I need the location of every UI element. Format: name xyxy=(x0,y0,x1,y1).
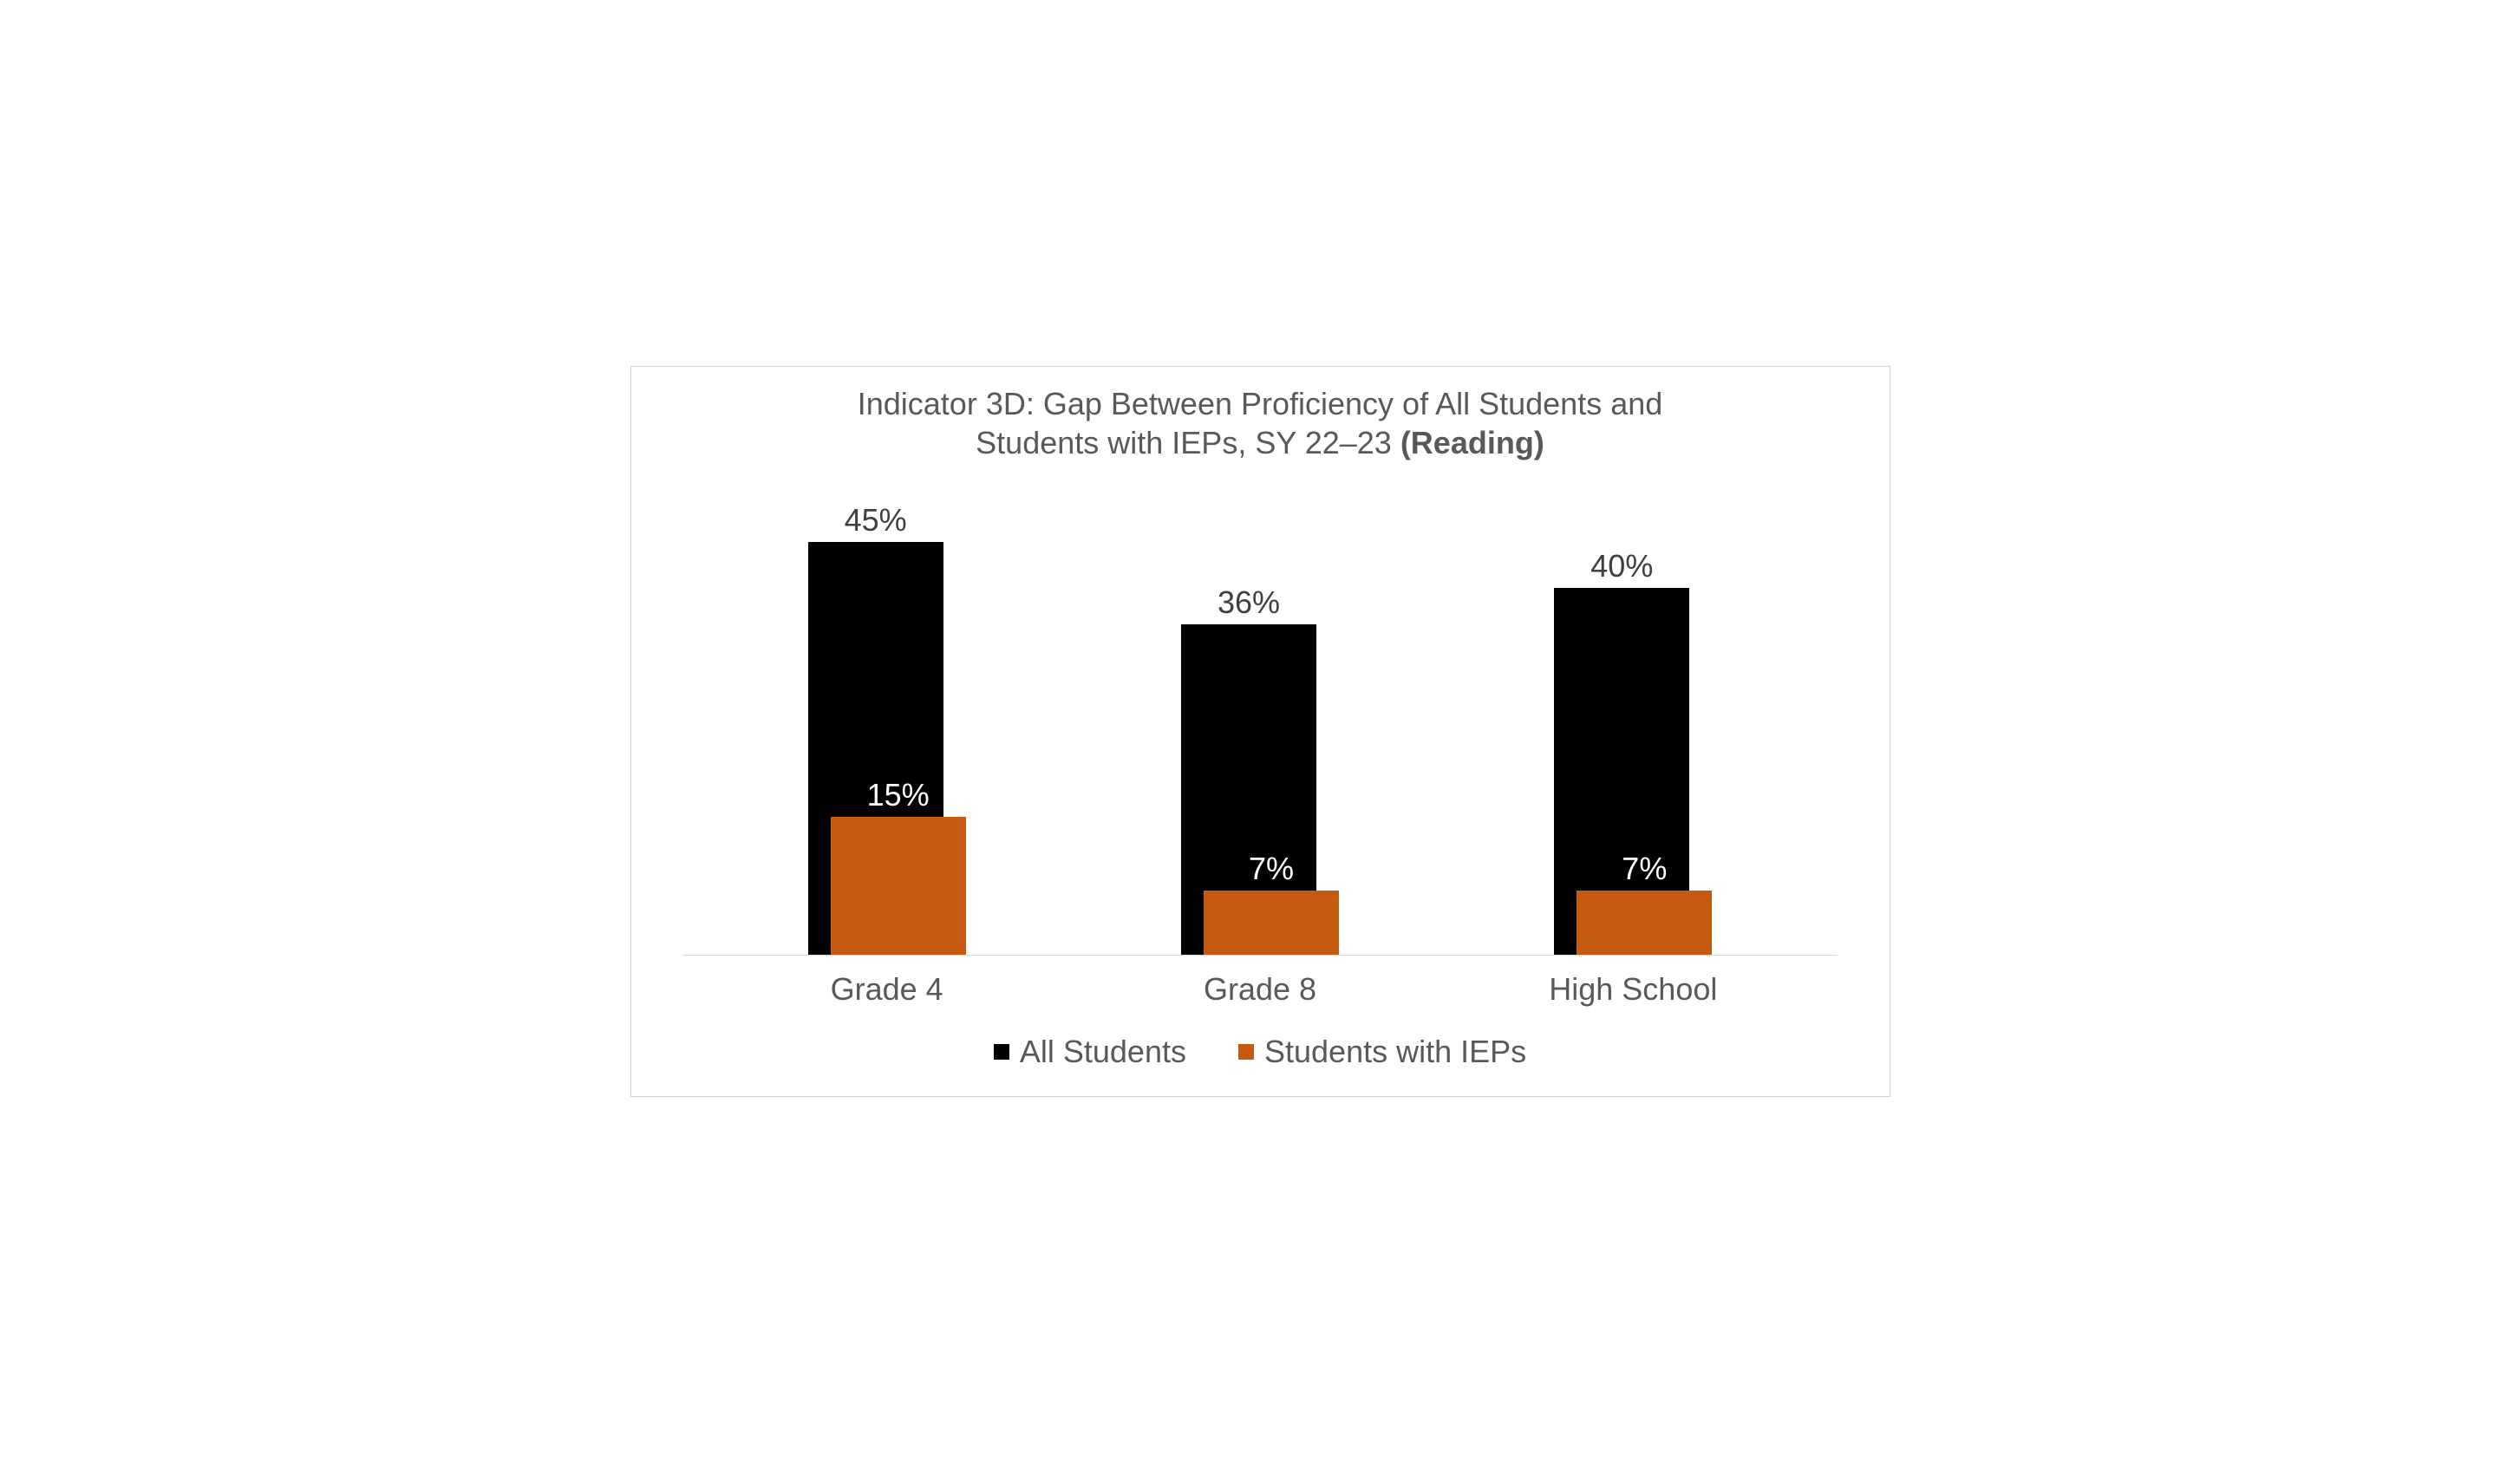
chart-container: Indicator 3D: Gap Between Proficiency of… xyxy=(630,366,1890,1097)
legend-swatch xyxy=(1238,1044,1254,1060)
title-line-2-bold: (Reading) xyxy=(1400,425,1544,460)
x-axis-label: Grade 4 xyxy=(757,971,1017,1008)
legend-label: All Students xyxy=(1020,1034,1186,1070)
legend: All Students Students with IEPs xyxy=(683,1034,1838,1070)
title-line-1: Indicator 3D: Gap Between Proficiency of… xyxy=(858,386,1663,421)
data-label-iep: 7% xyxy=(1622,851,1667,887)
legend-item: Students with IEPs xyxy=(1238,1034,1526,1070)
bar-group: 36% 7% xyxy=(1130,497,1390,955)
data-label-all: 40% xyxy=(1590,548,1653,584)
data-label-iep: 7% xyxy=(1249,851,1294,887)
legend-item: All Students xyxy=(994,1034,1186,1070)
bar-students-iep: 7% xyxy=(1204,891,1339,955)
data-label-all: 45% xyxy=(845,502,907,538)
title-line-2-prefix: Students with IEPs, SY 22–23 xyxy=(976,425,1400,460)
x-axis-label: High School xyxy=(1503,971,1763,1008)
bar-students-iep: 7% xyxy=(1577,891,1712,955)
data-label-all: 36% xyxy=(1218,584,1280,621)
bar-group: 40% 7% xyxy=(1503,497,1763,955)
x-axis-labels: Grade 4 Grade 8 High School xyxy=(683,956,1838,1008)
data-label-iep: 15% xyxy=(867,777,930,813)
legend-label: Students with IEPs xyxy=(1264,1034,1526,1070)
chart-title: Indicator 3D: Gap Between Proficiency of… xyxy=(683,384,1838,462)
plot-area: 45% 15% 36% 7% 40% 7% xyxy=(683,497,1838,956)
bar-group: 45% 15% xyxy=(757,497,1017,955)
legend-swatch xyxy=(994,1044,1009,1060)
x-axis-label: Grade 8 xyxy=(1130,971,1390,1008)
bar-students-iep: 15% xyxy=(831,817,966,954)
